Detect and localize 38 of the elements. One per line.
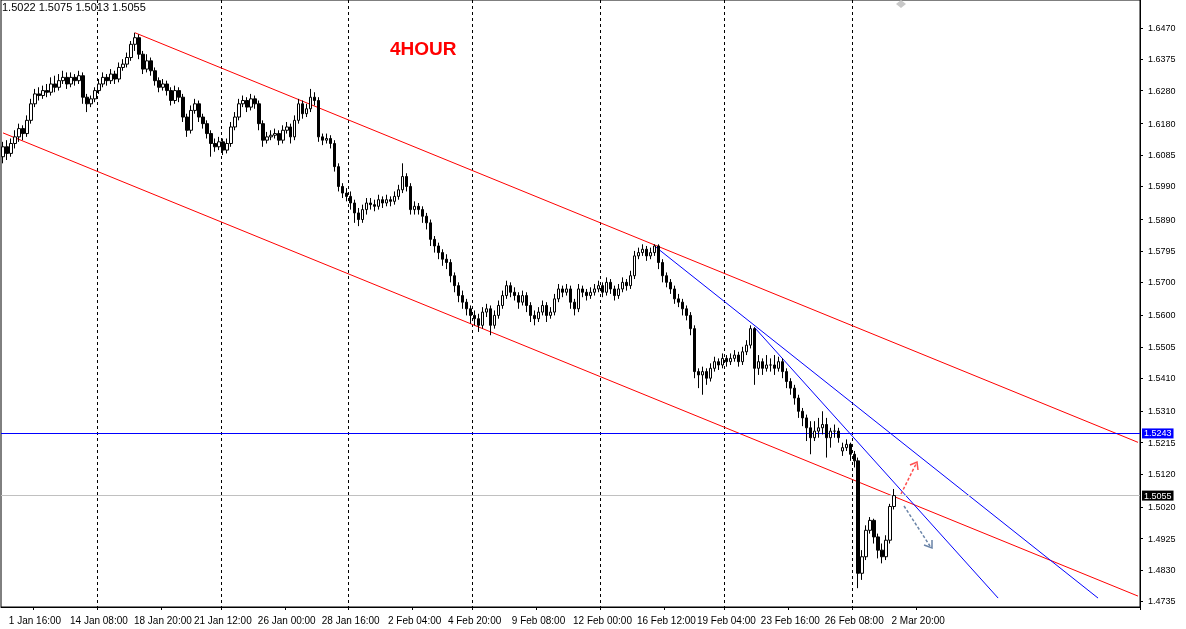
y-tick-label: 1.5215 (1148, 437, 1176, 448)
y-tick-label: 1.6375 (1148, 54, 1176, 65)
x-tick-label: 28 Jan 16:00 (321, 614, 381, 626)
y-tick-label: 1.5600 (1148, 310, 1176, 321)
y-tick-label: 1.5700 (1148, 277, 1176, 288)
x-tick-label: 2 Feb 04:00 (387, 614, 442, 626)
y-tick-label: 1.6180 (1148, 118, 1176, 129)
chart-subtitle: 1.5022 1.5075 1.5013 1.5055 (2, 1, 146, 13)
x-tick-label: 1 Jan 16:00 (8, 614, 62, 626)
x-tick-label: 23 Feb 16:00 (760, 614, 821, 626)
y-tick-label: 1.5120 (1148, 469, 1176, 480)
y-tick-label: 1.6470 (1148, 22, 1176, 33)
x-tick-label: 26 Feb 08:00 (824, 614, 885, 626)
text: 4HOUR (390, 38, 457, 60)
x-tick-label: 26 Jan 00:00 (257, 614, 317, 626)
y-tick-label: 1.5020 (1148, 502, 1176, 513)
y-tick-label: 1.5310 (1148, 406, 1176, 417)
y-tick-label: 1.6280 (1148, 85, 1176, 96)
x-tick-label: 9 Feb 08:00 (511, 614, 566, 626)
x-tick-label: 2 Mar 20:00 (891, 614, 946, 626)
x-tick-label: 21 Jan 12:00 (193, 614, 253, 626)
y-tick-label: 1.4925 (1148, 533, 1176, 544)
y-tick-label: 1.4735 (1148, 596, 1176, 607)
y-tick-label: 1.6085 (1148, 150, 1176, 161)
x-tick-label: 18 Jan 20:00 (133, 614, 193, 626)
y-tick-label: 1.4830 (1148, 564, 1176, 575)
ref-line-label: 1.5243 (1144, 428, 1172, 439)
x-tick-label: 16 Feb 12:00 (636, 614, 697, 626)
x-tick-label: 12 Feb 00:00 (573, 614, 633, 626)
x-tick-label: 19 Feb 04:00 (696, 614, 757, 626)
x-tick-label: 14 Jan 08:00 (70, 614, 129, 626)
y-tick-label: 1.5890 (1148, 214, 1176, 225)
y-tick-label: 1.5505 (1148, 341, 1176, 352)
x-tick-label: 4 Feb 20:00 (447, 614, 502, 626)
ref-line-label: 1.5055 (1144, 490, 1172, 501)
y-tick-label: 1.5795 (1148, 245, 1176, 256)
y-tick-label: 1.5990 (1148, 181, 1176, 192)
y-tick-label: 1.5410 (1148, 373, 1176, 384)
